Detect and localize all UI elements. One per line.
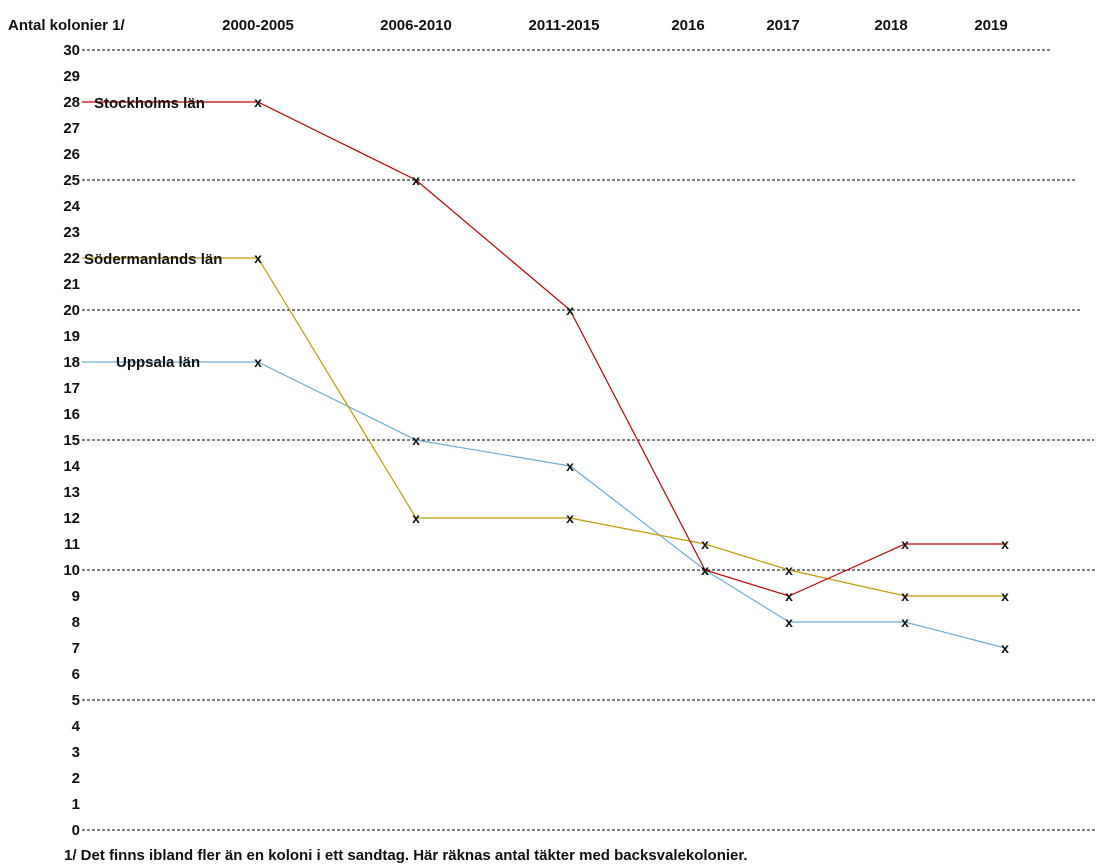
y-tick-19: 19	[63, 328, 80, 345]
point-marker-s2-3: x	[701, 562, 709, 578]
point-marker-s0-0: x	[254, 94, 262, 110]
grid-layer	[82, 49, 1096, 831]
y-tick-29: 29	[63, 68, 80, 85]
point-marker-s1-4: x	[785, 562, 793, 578]
point-marker-s2-6: x	[1001, 640, 1009, 656]
y-tick-15: 15	[63, 432, 80, 449]
column-header-2006-2010: 2006-2010	[380, 17, 452, 34]
y-tick-14: 14	[63, 458, 80, 475]
series-line-2	[82, 361, 1006, 649]
y-tick-10: 10	[63, 562, 80, 579]
point-marker-s1-5: x	[901, 588, 909, 604]
y-tick-22: 22	[63, 250, 80, 267]
y-tick-3: 3	[72, 744, 80, 761]
y-tick-16: 16	[63, 406, 80, 423]
y-tick-13: 13	[63, 484, 80, 501]
y-tick-4: 4	[72, 718, 81, 735]
point-marker-s0-3: x	[701, 562, 709, 578]
y-tick-28: 28	[63, 94, 80, 111]
y-tick-24: 24	[63, 198, 80, 215]
y-tick-20: 20	[63, 302, 80, 319]
y-tick-2: 2	[72, 770, 80, 787]
point-marker-s1-3: x	[701, 536, 709, 552]
series-label-2: Uppsala län	[116, 354, 200, 371]
column-headers: 2000-2005 2006-2010 2011-2015 2016 2017 2018 2…	[222, 17, 1008, 34]
footnote: 1/ Det finns ibland fler än en koloni i …	[64, 847, 748, 864]
point-marker-s0-4: x	[785, 588, 793, 604]
y-tick-7: 7	[72, 640, 80, 657]
column-header-2019: 2019	[974, 17, 1007, 34]
y-tick-17: 17	[63, 380, 80, 397]
y-tick-0: 0	[72, 822, 80, 839]
y-tick-30: 30	[63, 42, 80, 59]
point-marker-s1-0: x	[254, 250, 262, 266]
point-marker-s0-5: x	[901, 536, 909, 552]
column-header-2016: 2016	[671, 17, 704, 34]
y-axis-ticks: 0123456789101112131415161718192021222324…	[63, 42, 80, 839]
y-tick-18: 18	[63, 354, 80, 371]
series-label-1: Södermanlands län	[84, 251, 222, 268]
y-tick-25: 25	[63, 172, 80, 189]
point-marker-s2-4: x	[785, 614, 793, 630]
y-axis-title: Antal kolonier 1/	[8, 17, 126, 34]
y-tick-9: 9	[72, 588, 80, 605]
series-line-0	[82, 101, 1005, 597]
series-lines	[82, 101, 1006, 649]
column-header-2017: 2017	[766, 17, 799, 34]
point-marker-s1-2: x	[566, 510, 574, 526]
column-header-2018: 2018	[874, 17, 907, 34]
y-tick-1: 1	[72, 796, 80, 813]
point-marker-s2-5: x	[901, 614, 909, 630]
y-tick-6: 6	[72, 666, 80, 683]
column-header-2000-2005: 2000-2005	[222, 17, 294, 34]
y-tick-26: 26	[63, 146, 80, 163]
y-tick-27: 27	[63, 120, 80, 137]
point-marker-s2-2: x	[566, 458, 574, 474]
point-marker-s0-2: x	[566, 302, 574, 318]
series-labels: Stockholms län Södermanlands län Uppsala l…	[84, 95, 222, 371]
column-header-2011-2015: 2011-2015	[529, 17, 600, 34]
point-marker-s1-1: x	[412, 510, 420, 526]
y-tick-23: 23	[63, 224, 80, 241]
point-marker-s1-6: x	[1001, 588, 1009, 604]
point-marker-s0-1: x	[412, 172, 420, 188]
point-marker-s0-6: x	[1001, 536, 1009, 552]
y-tick-11: 11	[64, 536, 80, 553]
y-tick-5: 5	[72, 692, 80, 709]
series-line-1	[82, 257, 1005, 597]
point-marker-s2-0: x	[254, 354, 262, 370]
series-label-0: Stockholms län	[94, 95, 205, 112]
y-tick-21: 21	[63, 276, 80, 293]
point-marker-s2-1: x	[412, 432, 420, 448]
y-tick-12: 12	[63, 510, 80, 527]
y-tick-8: 8	[72, 614, 80, 631]
